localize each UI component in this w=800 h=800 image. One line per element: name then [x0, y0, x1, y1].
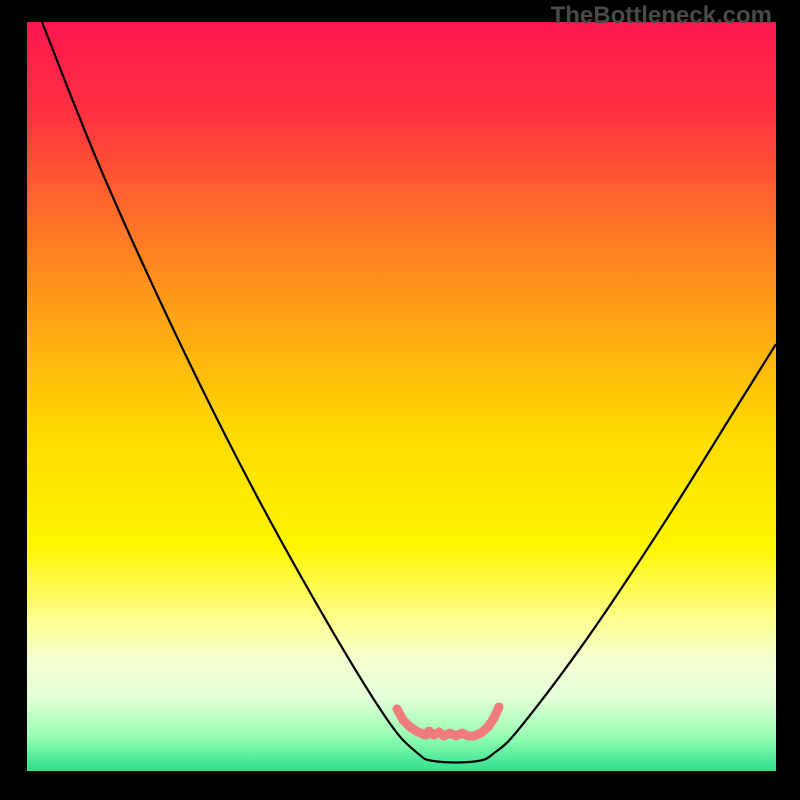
- watermark-text: TheBottleneck.com: [551, 2, 772, 30]
- bottom-squiggle: [397, 707, 499, 736]
- curve-layer: [27, 22, 776, 771]
- chart-canvas: TheBottleneck.com: [0, 0, 800, 800]
- v-curve: [42, 22, 776, 762]
- plot-area: [27, 22, 776, 771]
